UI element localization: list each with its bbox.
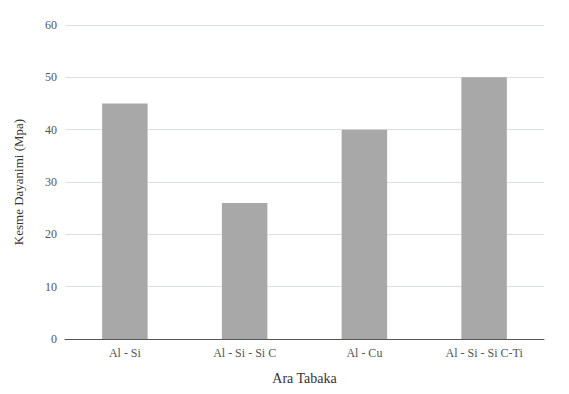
svg-text:Al - Si - Si C: Al - Si - Si C xyxy=(213,346,276,360)
svg-text:30: 30 xyxy=(45,175,57,189)
svg-text:60: 60 xyxy=(45,18,57,32)
svg-text:Ara Tabaka: Ara Tabaka xyxy=(272,371,337,386)
svg-text:20: 20 xyxy=(45,227,57,241)
svg-text:Al - Si: Al - Si xyxy=(109,346,142,360)
svg-text:Al - Cu: Al - Cu xyxy=(346,346,382,360)
svg-text:Kesme Dayanimi (Mpa): Kesme Dayanimi (Mpa) xyxy=(11,119,26,245)
svg-text:40: 40 xyxy=(45,123,57,137)
svg-text:50: 50 xyxy=(45,70,57,84)
svg-text:10: 10 xyxy=(45,280,57,294)
svg-text:Al - Si - Si C-Ti: Al - Si - Si C-Ti xyxy=(446,346,524,360)
svg-text:0: 0 xyxy=(51,332,57,346)
